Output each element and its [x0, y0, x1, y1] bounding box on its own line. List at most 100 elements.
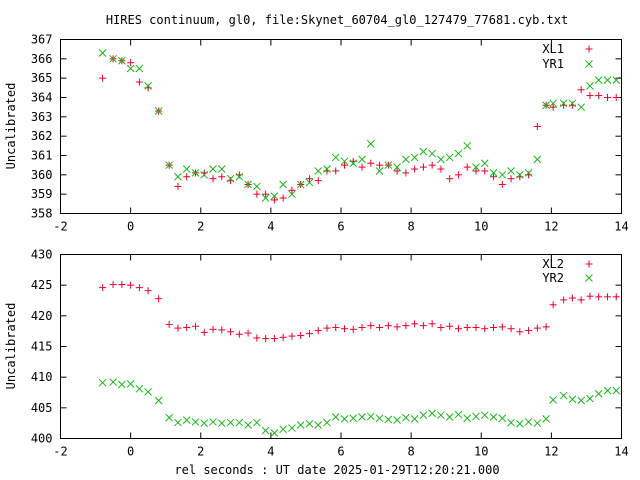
data-point-xl1: [507, 175, 515, 183]
data-point-xl2: [419, 322, 427, 330]
data-point-yr1: [174, 172, 182, 181]
data-point-yr2: [559, 391, 568, 400]
data-point-xl2: [323, 324, 331, 332]
data-point-xl2: [393, 323, 401, 331]
data-point-xl2: [227, 328, 235, 336]
data-point-xl2: [279, 333, 287, 341]
data-point-yr1: [252, 182, 261, 191]
data-point-yr2: [226, 418, 235, 427]
data-point-yr2: [323, 418, 331, 427]
data-point-xl1: [577, 86, 585, 94]
data-point-yr1: [288, 190, 296, 199]
data-point-xl1: [586, 92, 594, 100]
data-point-xl2: [428, 320, 436, 328]
data-point-xl1: [279, 194, 287, 202]
y-tick-label: 367: [31, 33, 53, 47]
data-point-xl2: [314, 327, 322, 335]
data-point-yr2: [209, 418, 217, 426]
data-point-xl1: [533, 123, 541, 130]
data-point-yr1: [533, 155, 542, 164]
data-point-yr1: [542, 101, 550, 110]
data-point-yr2: [445, 413, 454, 421]
data-point-yr2: [542, 415, 550, 423]
legend-label-xl1: XL1: [542, 42, 564, 56]
data-point-xl1: [358, 163, 366, 171]
data-point-xl1: [490, 173, 498, 181]
data-point-yr1: [182, 165, 191, 173]
data-point-xl2: [144, 287, 152, 295]
data-point-yr2: [252, 418, 261, 427]
data-point-xl2: [262, 335, 270, 343]
data-point-yr1: [349, 159, 358, 168]
data-point-yr1: [402, 155, 410, 164]
upper-axis-ticks: [60, 39, 622, 214]
data-point-yr2: [135, 384, 144, 393]
data-point-yr2: [402, 413, 410, 422]
data-point-xl1: [209, 175, 217, 183]
upper-panel: Uncalibrated -2 0 2 4 6 8 10 12 14 358 359 360 361 36…: [4, 33, 629, 234]
data-point-xl1: [595, 92, 603, 100]
data-point-yr1: [480, 159, 489, 168]
data-point-xl1: [463, 163, 471, 171]
data-point-yr1: [126, 64, 135, 73]
data-point-yr2: [235, 418, 244, 427]
y-tick-label: 361: [31, 149, 53, 163]
legend-marker-xl2: [585, 260, 593, 268]
data-point-xl2: [270, 335, 278, 343]
lower-y-axis-label: Uncalibrated: [4, 303, 18, 390]
x-tick-label: 4: [267, 445, 274, 459]
data-point-xl1: [253, 190, 261, 198]
data-point-xl1: [549, 103, 557, 111]
data-point-yr2: [191, 418, 200, 426]
legend-label-yr1: YR1: [542, 57, 564, 71]
data-point-xl1: [314, 177, 322, 185]
data-point-yr1: [135, 64, 144, 73]
data-point-yr2: [261, 426, 270, 435]
data-point-yr2: [375, 414, 384, 423]
data-point-yr1: [577, 103, 586, 112]
x-tick-label: 14: [614, 220, 628, 234]
data-point-yr1: [454, 149, 463, 158]
data-point-yr1: [109, 54, 117, 63]
y-tick-label: 363: [31, 110, 53, 124]
data-point-xl1: [428, 161, 436, 169]
legend-marker-yr2: [585, 274, 593, 282]
data-point-xl2: [305, 330, 313, 338]
y-tick-label: 415: [31, 340, 53, 354]
data-point-yr2: [305, 419, 314, 428]
data-point-xl2: [135, 284, 143, 292]
data-point-xl2: [490, 323, 498, 331]
upper-legend: XL1 YR1: [542, 42, 593, 71]
x-tick-label: 0: [127, 220, 134, 234]
data-point-xl1: [174, 182, 182, 190]
x-tick-label: 2: [197, 220, 204, 234]
data-point-yr2: [533, 419, 542, 428]
data-point-yr1: [568, 99, 577, 108]
data-point-xl1: [127, 59, 135, 67]
data-point-yr1: [331, 153, 340, 162]
y-tick-label: 366: [31, 52, 53, 66]
data-point-xl2: [454, 325, 462, 333]
data-point-yr2: [454, 410, 463, 419]
y-tick-label: 430: [31, 248, 53, 262]
data-point-xl1: [376, 161, 384, 169]
data-point-yr1: [586, 82, 594, 90]
data-point-xl2: [463, 323, 471, 331]
data-point-yr1: [191, 169, 200, 177]
data-point-yr1: [98, 49, 107, 57]
data-point-yr2: [98, 378, 107, 387]
data-point-yr1: [524, 169, 533, 177]
x-tick-label: -2: [53, 445, 67, 459]
data-point-yr2: [507, 418, 515, 427]
lower-panel: Uncalibrated -2 0 2 4 6 8 10 12 14 400 405 410 415 42…: [4, 248, 629, 459]
data-point-yr2: [270, 429, 279, 437]
data-point-yr1: [375, 167, 384, 175]
x-tick-label: 2: [197, 445, 204, 459]
data-point-yr2: [419, 411, 428, 420]
data-point-xl2: [253, 334, 261, 342]
data-point-xl2: [568, 294, 576, 302]
data-point-xl2: [127, 281, 135, 289]
legend-label-yr2: YR2: [542, 271, 564, 285]
data-point-yr1: [410, 153, 419, 162]
data-point-xl1: [402, 169, 410, 177]
